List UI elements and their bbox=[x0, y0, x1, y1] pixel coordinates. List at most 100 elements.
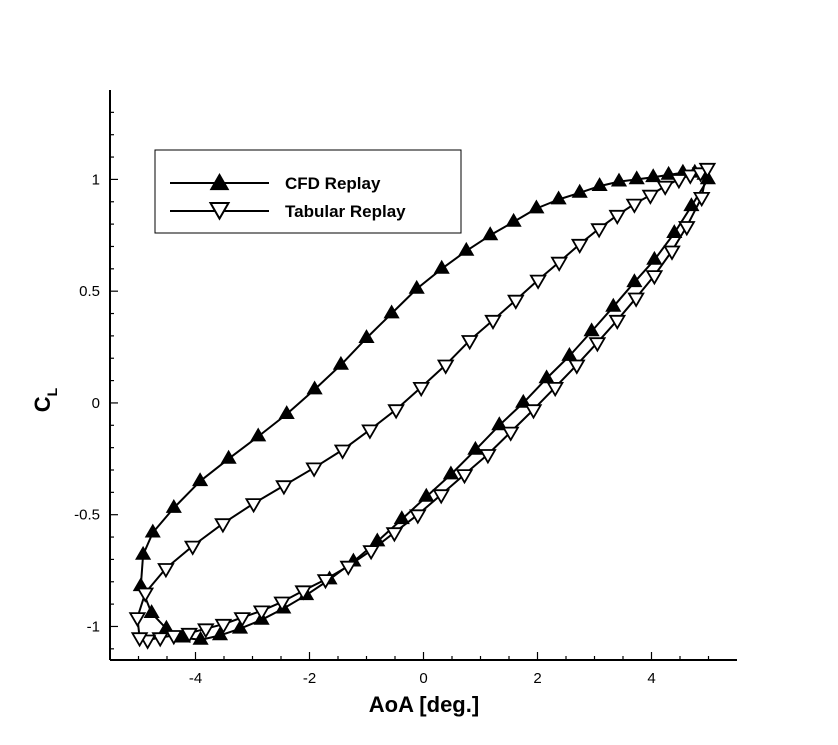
legend-marker-tabular bbox=[208, 202, 231, 221]
data-point-marker bbox=[646, 250, 663, 265]
data-point-marker bbox=[130, 632, 149, 648]
data-point-marker bbox=[482, 226, 499, 241]
data-point-marker bbox=[180, 627, 198, 643]
ticks bbox=[110, 111, 710, 660]
data-point-marker bbox=[192, 472, 209, 487]
data-point-marker bbox=[670, 174, 688, 190]
data-point-marker bbox=[524, 404, 543, 420]
data-point-marker bbox=[294, 585, 312, 601]
data-point-marker bbox=[666, 224, 683, 238]
data-point-marker bbox=[626, 273, 643, 288]
data-point-marker bbox=[333, 444, 352, 460]
data-point-marker bbox=[418, 487, 435, 502]
y-tick-label: 0.5 bbox=[79, 283, 100, 300]
data-point-marker bbox=[362, 545, 380, 561]
y-tick-label: -1 bbox=[87, 618, 100, 635]
data-point-marker bbox=[250, 427, 267, 442]
x-tick-label: 4 bbox=[647, 670, 655, 687]
data-point-marker bbox=[214, 618, 233, 634]
data-point-marker bbox=[568, 359, 586, 375]
data-point-marker bbox=[628, 170, 645, 185]
data-point-marker bbox=[455, 469, 474, 485]
data-point-marker bbox=[550, 256, 568, 272]
data-point-marker bbox=[385, 527, 404, 543]
data-point-marker bbox=[409, 509, 427, 525]
data-point-marker bbox=[151, 632, 169, 648]
data-point-marker bbox=[550, 190, 567, 205]
data-point-marker bbox=[501, 426, 520, 442]
data-point-marker bbox=[538, 369, 555, 384]
data-point-marker bbox=[214, 518, 232, 534]
data-point-marker bbox=[128, 612, 147, 628]
data-point-marker bbox=[570, 238, 589, 254]
data-point-marker bbox=[645, 168, 662, 183]
data-point-marker bbox=[408, 279, 425, 294]
x-tick-label: 2 bbox=[533, 670, 541, 687]
data-point-marker bbox=[571, 183, 588, 198]
data-point-marker bbox=[305, 462, 323, 478]
data-point-marker bbox=[165, 499, 182, 513]
data-point-marker bbox=[491, 416, 508, 431]
x-tick-label: -2 bbox=[303, 670, 316, 687]
y-tick-label: 0 bbox=[92, 395, 100, 412]
legend-label-tabular: Tabular Replay bbox=[285, 202, 406, 221]
y-axis-title-subscript: L bbox=[44, 387, 60, 396]
data-point-marker bbox=[383, 304, 400, 319]
data-point-marker bbox=[361, 424, 379, 440]
data-point-marker bbox=[136, 587, 155, 603]
data-point-marker bbox=[656, 180, 674, 196]
x-tick-label: 0 bbox=[419, 670, 427, 687]
data-point-marker bbox=[528, 199, 545, 214]
data-point-marker bbox=[231, 619, 249, 634]
data-point-marker bbox=[369, 532, 386, 547]
data-point-marker bbox=[135, 545, 152, 560]
legend-box bbox=[154, 149, 462, 234]
data-point-marker bbox=[192, 630, 209, 645]
tick-labels: -4 -2 0 2 4 -1 -0.5 0 0.5 1 bbox=[74, 171, 656, 687]
data-point-marker bbox=[458, 241, 475, 256]
legend: CFD Replay Tabular Replay bbox=[154, 149, 462, 234]
data-point-marker bbox=[316, 574, 335, 590]
data-point-marker bbox=[546, 381, 564, 398]
data-point-marker bbox=[507, 294, 525, 310]
data-point-marker bbox=[273, 596, 291, 612]
data-point-marker bbox=[460, 335, 479, 351]
data-point-marker bbox=[588, 337, 607, 353]
data-point-marker bbox=[442, 465, 459, 480]
y-tick-label: 1 bbox=[92, 171, 100, 188]
data-point-marker bbox=[165, 630, 183, 646]
data-point-marker bbox=[244, 498, 263, 514]
data-point-marker bbox=[433, 259, 450, 274]
data-point-marker bbox=[627, 292, 645, 308]
data-point-marker bbox=[467, 440, 484, 455]
data-point-marker bbox=[332, 355, 349, 370]
data-point-marker bbox=[278, 405, 295, 419]
data-point-marker bbox=[432, 489, 450, 505]
series-tabular-replay bbox=[128, 162, 717, 650]
x-tick-label: -4 bbox=[189, 670, 202, 687]
data-point-marker bbox=[484, 314, 502, 330]
data-point-marker bbox=[590, 223, 608, 239]
data-point-marker bbox=[641, 189, 660, 205]
data-point-marker bbox=[698, 162, 717, 178]
data-point-marker bbox=[144, 523, 161, 538]
y-axis-title-base: C bbox=[30, 396, 55, 412]
data-point-marker bbox=[591, 177, 608, 191]
data-point-marker bbox=[412, 381, 430, 398]
y-tick-label: -0.5 bbox=[74, 507, 100, 524]
data-point-marker bbox=[608, 314, 627, 330]
y-axis-title: CL bbox=[30, 387, 60, 412]
data-point-marker bbox=[157, 563, 175, 579]
data-point-marker bbox=[436, 359, 455, 375]
data-point-marker bbox=[683, 197, 700, 212]
series-line bbox=[136, 167, 709, 641]
data-point-marker bbox=[143, 604, 160, 618]
data-point-marker bbox=[605, 297, 622, 312]
data-point-marker bbox=[183, 540, 202, 556]
legend-label-cfd: CFD Replay bbox=[285, 174, 381, 193]
series-layer bbox=[128, 162, 717, 650]
x-axis-title: AoA [deg.] bbox=[369, 692, 479, 717]
data-point-marker bbox=[583, 322, 600, 337]
data-point-marker bbox=[339, 560, 358, 576]
